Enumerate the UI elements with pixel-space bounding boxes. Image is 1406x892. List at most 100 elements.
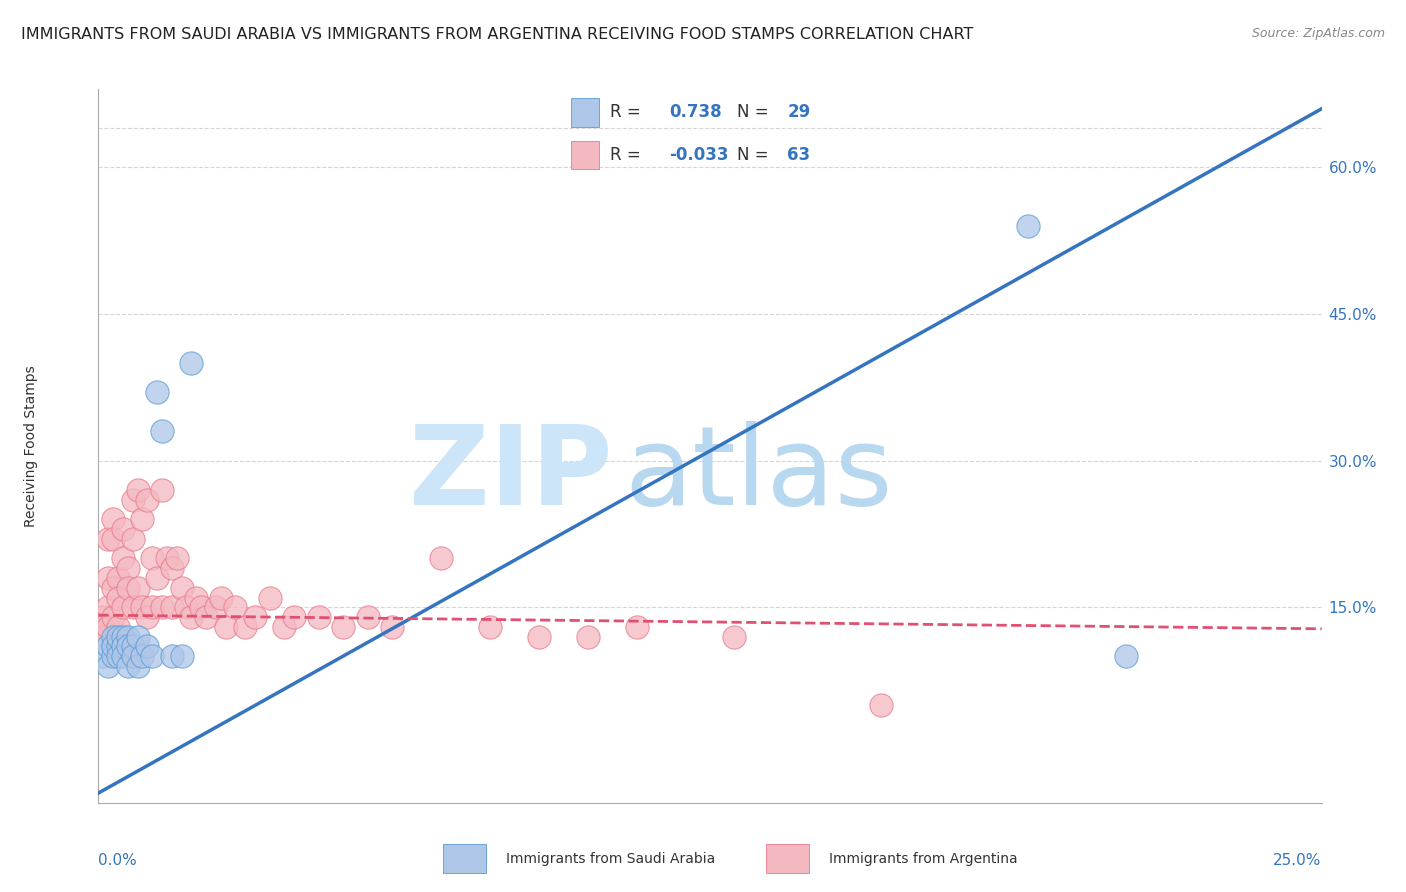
Point (1115, 649, 1137, 664)
Text: -0.033: -0.033 (669, 146, 728, 164)
Point (97, 571, 120, 585)
Point (209, 591, 232, 605)
Point (131, 600, 153, 615)
Bar (766, 844, 810, 873)
Point (101, 640, 124, 654)
Point (356, 610, 378, 624)
Point (131, 512, 153, 526)
Point (117, 581, 139, 595)
Point (107, 591, 129, 605)
Point (141, 600, 163, 615)
Point (478, 620, 501, 634)
Point (146, 385, 169, 400)
Point (97, 620, 120, 634)
Point (111, 630, 134, 644)
Point (107, 571, 129, 585)
Point (91, 649, 114, 664)
Text: N =: N = (737, 146, 768, 164)
Point (170, 581, 193, 595)
Text: Immigrants from Saudi Arabia: Immigrants from Saudi Arabia (506, 852, 716, 865)
Point (136, 492, 159, 507)
Point (136, 640, 159, 654)
Text: IMMIGRANTS FROM SAUDI ARABIA VS IMMIGRANTS FROM ARGENTINA RECEIVING FOOD STAMPS : IMMIGRANTS FROM SAUDI ARABIA VS IMMIGRAN… (21, 27, 973, 42)
Point (107, 620, 129, 634)
Point (224, 600, 246, 615)
Text: 25.0%: 25.0% (1274, 853, 1322, 868)
Point (170, 649, 193, 664)
Point (527, 630, 550, 644)
Point (97, 532, 120, 546)
Point (243, 610, 266, 624)
Point (150, 483, 173, 497)
Point (160, 600, 183, 615)
Text: 29: 29 (787, 103, 811, 121)
Point (195, 610, 218, 624)
Point (127, 483, 149, 497)
Point (180, 610, 202, 624)
Point (91, 610, 114, 624)
Point (283, 610, 305, 624)
Point (101, 512, 124, 526)
Point (723, 630, 745, 644)
Point (150, 600, 173, 615)
Point (576, 630, 599, 644)
Text: 0.738: 0.738 (669, 103, 721, 121)
Point (97, 640, 120, 654)
Point (121, 532, 143, 546)
Point (117, 640, 139, 654)
Point (186, 591, 208, 605)
Point (176, 600, 198, 615)
Text: 0.0%: 0.0% (98, 853, 138, 868)
Point (121, 640, 143, 654)
Point (97, 600, 120, 615)
Point (259, 591, 281, 605)
Point (150, 425, 173, 439)
Point (626, 620, 648, 634)
Bar (571, 98, 599, 127)
Point (111, 522, 134, 536)
Point (332, 620, 354, 634)
Point (117, 561, 139, 575)
Point (141, 551, 163, 566)
Text: R =: R = (610, 146, 641, 164)
Text: 63: 63 (787, 146, 810, 164)
Point (121, 649, 143, 664)
Text: N =: N = (737, 103, 768, 121)
Point (160, 649, 183, 664)
Point (190, 600, 212, 615)
Point (91, 630, 114, 644)
Point (127, 659, 149, 673)
Text: R =: R = (610, 103, 641, 121)
Point (381, 620, 404, 634)
Text: ZIP: ZIP (409, 421, 612, 528)
Point (121, 600, 143, 615)
Point (160, 561, 183, 575)
Point (141, 649, 163, 664)
Text: atlas: atlas (624, 421, 893, 528)
Point (101, 630, 124, 644)
Point (97, 659, 120, 673)
Point (180, 356, 202, 370)
Point (117, 630, 139, 644)
Point (101, 610, 124, 624)
Point (214, 620, 236, 634)
Point (233, 620, 256, 634)
Point (111, 600, 134, 615)
Point (273, 620, 295, 634)
Point (111, 551, 134, 566)
Point (107, 649, 129, 664)
Point (127, 581, 149, 595)
Point (146, 571, 169, 585)
Point (430, 551, 453, 566)
Point (107, 640, 129, 654)
Text: Receiving Food Stamps: Receiving Food Stamps (24, 365, 38, 527)
Point (121, 492, 143, 507)
Bar (571, 141, 599, 169)
Point (1017, 219, 1039, 233)
Point (131, 649, 153, 664)
Text: Source: ZipAtlas.com: Source: ZipAtlas.com (1251, 27, 1385, 40)
Point (156, 551, 179, 566)
Point (127, 630, 149, 644)
Point (205, 600, 228, 615)
Point (111, 640, 134, 654)
